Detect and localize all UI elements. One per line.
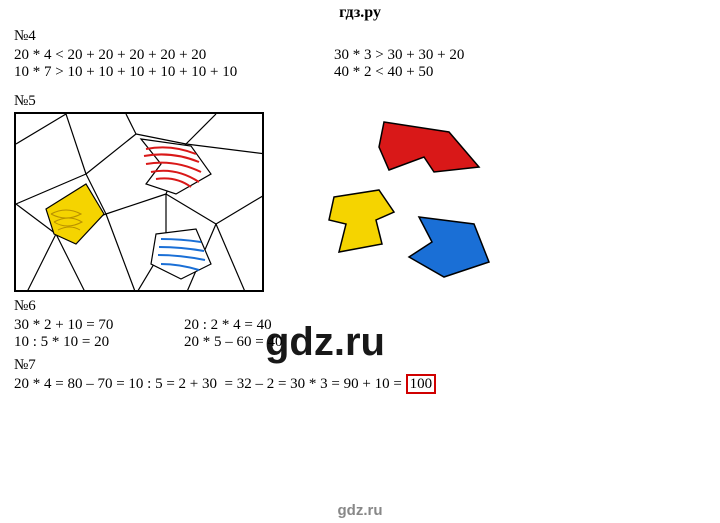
- eq-text: 20 * 4 < 20 + 20 + 20 + 20 + 20: [14, 47, 334, 64]
- loose-shapes: [284, 112, 524, 292]
- puzzle-box: [14, 112, 264, 292]
- section-7-body: 20 * 4 = 80 – 70 = 10 : 5 = 2 + 30 = 32 …: [14, 376, 706, 393]
- eq-text: 30 * 3 > 30 + 30 + 20: [334, 47, 706, 64]
- eq-text: 10 * 7 > 10 + 10 + 10 + 10 + 10 + 10: [14, 64, 334, 81]
- page-footer: gdz.ru: [0, 502, 720, 519]
- section-6-label: №6: [14, 298, 706, 315]
- section-5-body: [14, 112, 706, 292]
- eq-text: 30 * 2 + 10 = 70: [14, 317, 184, 334]
- section-7-label: №7: [14, 357, 706, 374]
- eq-text: 20 * 5 – 60 = 40: [184, 334, 354, 351]
- eq-text: 20 : 2 * 4 = 40: [184, 317, 354, 334]
- boxed-result: 100: [406, 374, 437, 394]
- page-header: гдз.ру: [0, 0, 720, 22]
- eq-text: 20 * 4 = 80 – 70 = 10 : 5 = 2 + 30 = 32 …: [14, 376, 406, 392]
- eq-text: 10 : 5 * 10 = 20: [14, 334, 184, 351]
- eq-text: 40 * 2 < 40 + 50: [334, 64, 706, 81]
- section-4-body: 20 * 4 < 20 + 20 + 20 + 20 + 20 10 * 7 >…: [14, 47, 706, 81]
- section-5-label: №5: [14, 93, 706, 110]
- section-4-label: №4: [14, 28, 706, 45]
- section-6-body: 30 * 2 + 10 = 70 10 : 5 * 10 = 20 20 : 2…: [14, 317, 706, 351]
